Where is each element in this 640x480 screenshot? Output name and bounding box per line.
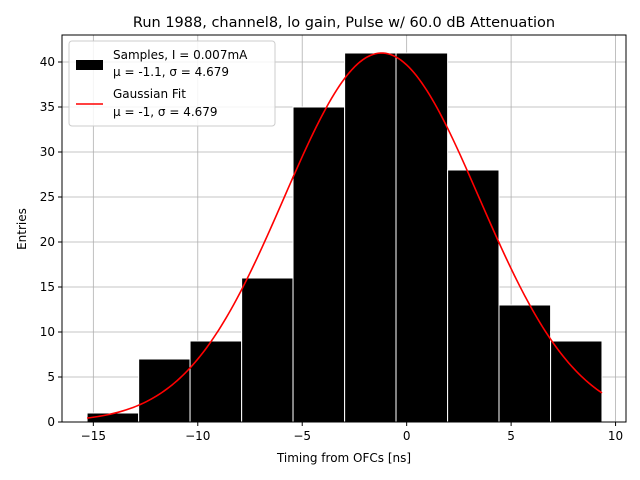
y-tick-label: 5 [47, 370, 55, 384]
y-tick-label: 15 [40, 280, 55, 294]
chart-title: Run 1988, channel8, lo gain, Pulse w/ 60… [133, 15, 555, 31]
x-tick-label: 0 [403, 429, 411, 443]
legend-samples-label: Samples, I = 0.007mA [113, 48, 248, 62]
x-tick-label: −5 [293, 429, 311, 443]
legend-samples-stats: μ = -1.1, σ = 4.679 [113, 65, 229, 79]
histogram-bar [498, 304, 552, 423]
y-axis-label: Entries [15, 208, 29, 250]
histogram-bar [189, 340, 243, 423]
y-axis-ticks: 0 5 10 15 20 25 30 35 40 [40, 55, 62, 429]
y-tick-label: 40 [40, 55, 55, 69]
histogram-bars [86, 52, 603, 423]
gaussian-fit-curve [86, 52, 603, 419]
histogram-bar [292, 106, 346, 423]
plot-frame [61, 34, 627, 423]
x-tick-label: −15 [81, 429, 106, 443]
y-tick-label: 35 [40, 100, 55, 114]
x-tick-label: 10 [608, 429, 623, 443]
y-tick-label: 20 [40, 235, 55, 249]
x-tick-label: −10 [185, 429, 210, 443]
histogram-bar [550, 340, 603, 423]
histogram-bar [395, 52, 449, 423]
legend-fit-stats: μ = -1, σ = 4.679 [113, 105, 218, 119]
histogram-bar [447, 169, 500, 423]
legend-box [68, 40, 276, 127]
histogram-bar [344, 52, 397, 423]
histogram-bar [241, 277, 294, 423]
legend-bar-swatch [76, 60, 103, 70]
legend: Samples, I = 0.007mA μ = -1.1, σ = 4.679… [68, 40, 276, 127]
y-tick-label: 30 [40, 145, 55, 159]
x-axis-label: Timing from OFCs [ns] [276, 451, 411, 465]
y-tick-label: 25 [40, 190, 55, 204]
x-axis-ticks: −15 −10 −5 0 5 10 [81, 422, 623, 443]
y-tick-label: 10 [40, 325, 55, 339]
legend-fit-label: Gaussian Fit [113, 87, 186, 101]
x-tick-label: 5 [507, 429, 515, 443]
y-tick-label: 0 [47, 415, 55, 429]
